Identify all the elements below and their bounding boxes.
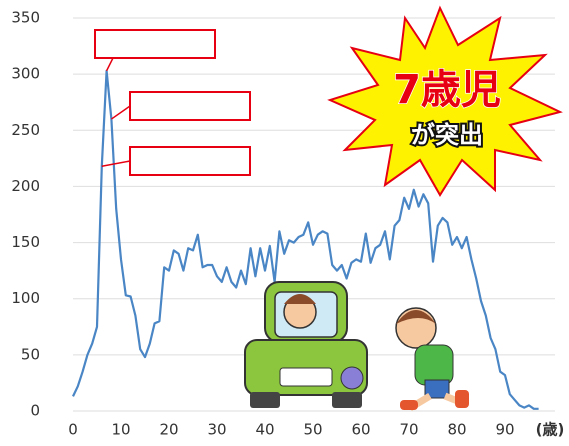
callout-pointer <box>111 106 130 119</box>
y-tick-label: 150 <box>11 233 40 251</box>
x-tick-label: 20 <box>159 421 178 439</box>
x-axis-label: (歳) <box>536 421 565 439</box>
x-tick-label: 90 <box>495 421 514 439</box>
y-tick-label: 100 <box>11 289 40 307</box>
x-tick-label: 50 <box>303 421 322 439</box>
y-tick-label: 300 <box>11 65 40 83</box>
callout-box <box>130 92 250 120</box>
y-tick-label: 0 <box>30 402 40 420</box>
x-tick-label: 80 <box>447 421 466 439</box>
car-illustration <box>245 282 367 408</box>
y-tick-label: 50 <box>21 345 40 363</box>
chart: 0 50 100 150 200 250 300 350 0 10 20 30 40 50 60 70 80 90… <box>0 0 569 446</box>
callout-pointer <box>102 161 130 166</box>
x-tick-label: 40 <box>255 421 274 439</box>
x-tick-label: 30 <box>207 421 226 439</box>
x-tick-label: 10 <box>111 421 130 439</box>
y-tick-label: 250 <box>11 121 40 139</box>
x-tick-label: 0 <box>68 421 78 439</box>
callout-box <box>95 30 215 58</box>
callout-box <box>130 147 250 175</box>
x-tick-label: 70 <box>399 421 418 439</box>
callout-pointer <box>107 58 113 71</box>
y-tick-label: 200 <box>11 177 40 195</box>
child-illustration <box>396 308 469 410</box>
y-tick-label: 350 <box>11 9 40 27</box>
headline-main: 7歳児 <box>393 67 501 113</box>
x-tick-label: 60 <box>351 421 370 439</box>
headline-sub: が突出 <box>411 121 483 149</box>
